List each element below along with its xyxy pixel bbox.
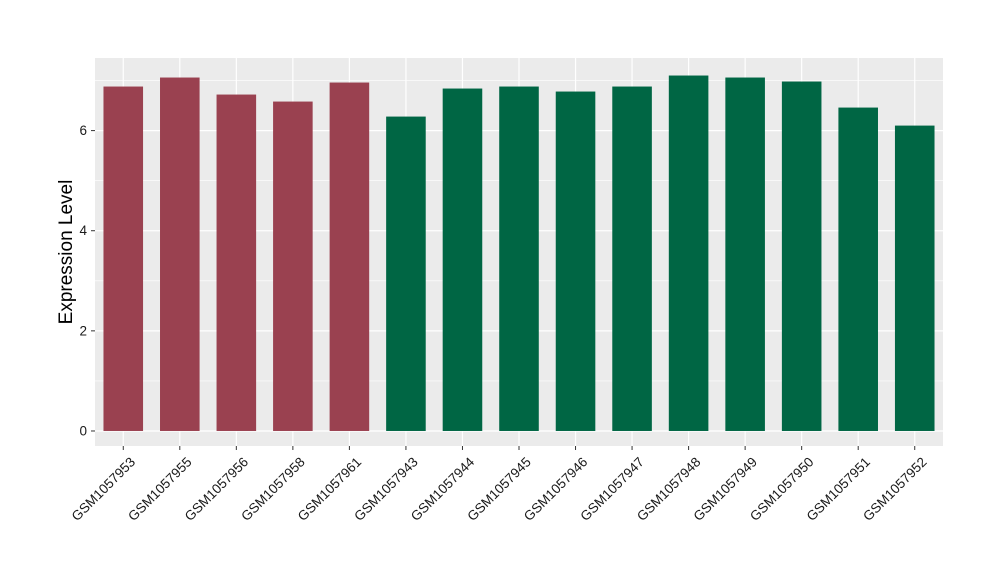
bars xyxy=(103,75,935,431)
bar-GSM1057943 xyxy=(386,116,426,431)
bar-GSM1057949 xyxy=(725,77,765,431)
y-tick-label: 4 xyxy=(79,223,87,238)
bar-GSM1057951 xyxy=(838,107,878,431)
bar-GSM1057950 xyxy=(781,81,822,431)
bar-GSM1057953 xyxy=(103,86,144,431)
bar-GSM1057945 xyxy=(499,86,539,431)
bar-GSM1057946 xyxy=(555,91,596,431)
y-axis-label: Expression Level xyxy=(56,180,77,325)
bar-GSM1057947 xyxy=(612,86,652,431)
bar-GSM1057944 xyxy=(442,88,483,431)
x-axis: GSM1057953GSM1057955GSM1057956GSM1057958… xyxy=(69,446,930,524)
y-axis: 0 2 4 6 xyxy=(79,123,95,438)
y-tick-label: 0 xyxy=(79,423,87,438)
bar-GSM1057948 xyxy=(668,75,709,431)
bar-GSM1057955 xyxy=(160,77,200,431)
y-tick-label: 6 xyxy=(79,123,87,138)
y-tick-label: 2 xyxy=(79,323,87,338)
bar-GSM1057956 xyxy=(216,94,257,431)
bar-GSM1057958 xyxy=(273,101,313,431)
bar-GSM1057961 xyxy=(329,82,370,431)
bar-GSM1057952 xyxy=(894,125,935,431)
